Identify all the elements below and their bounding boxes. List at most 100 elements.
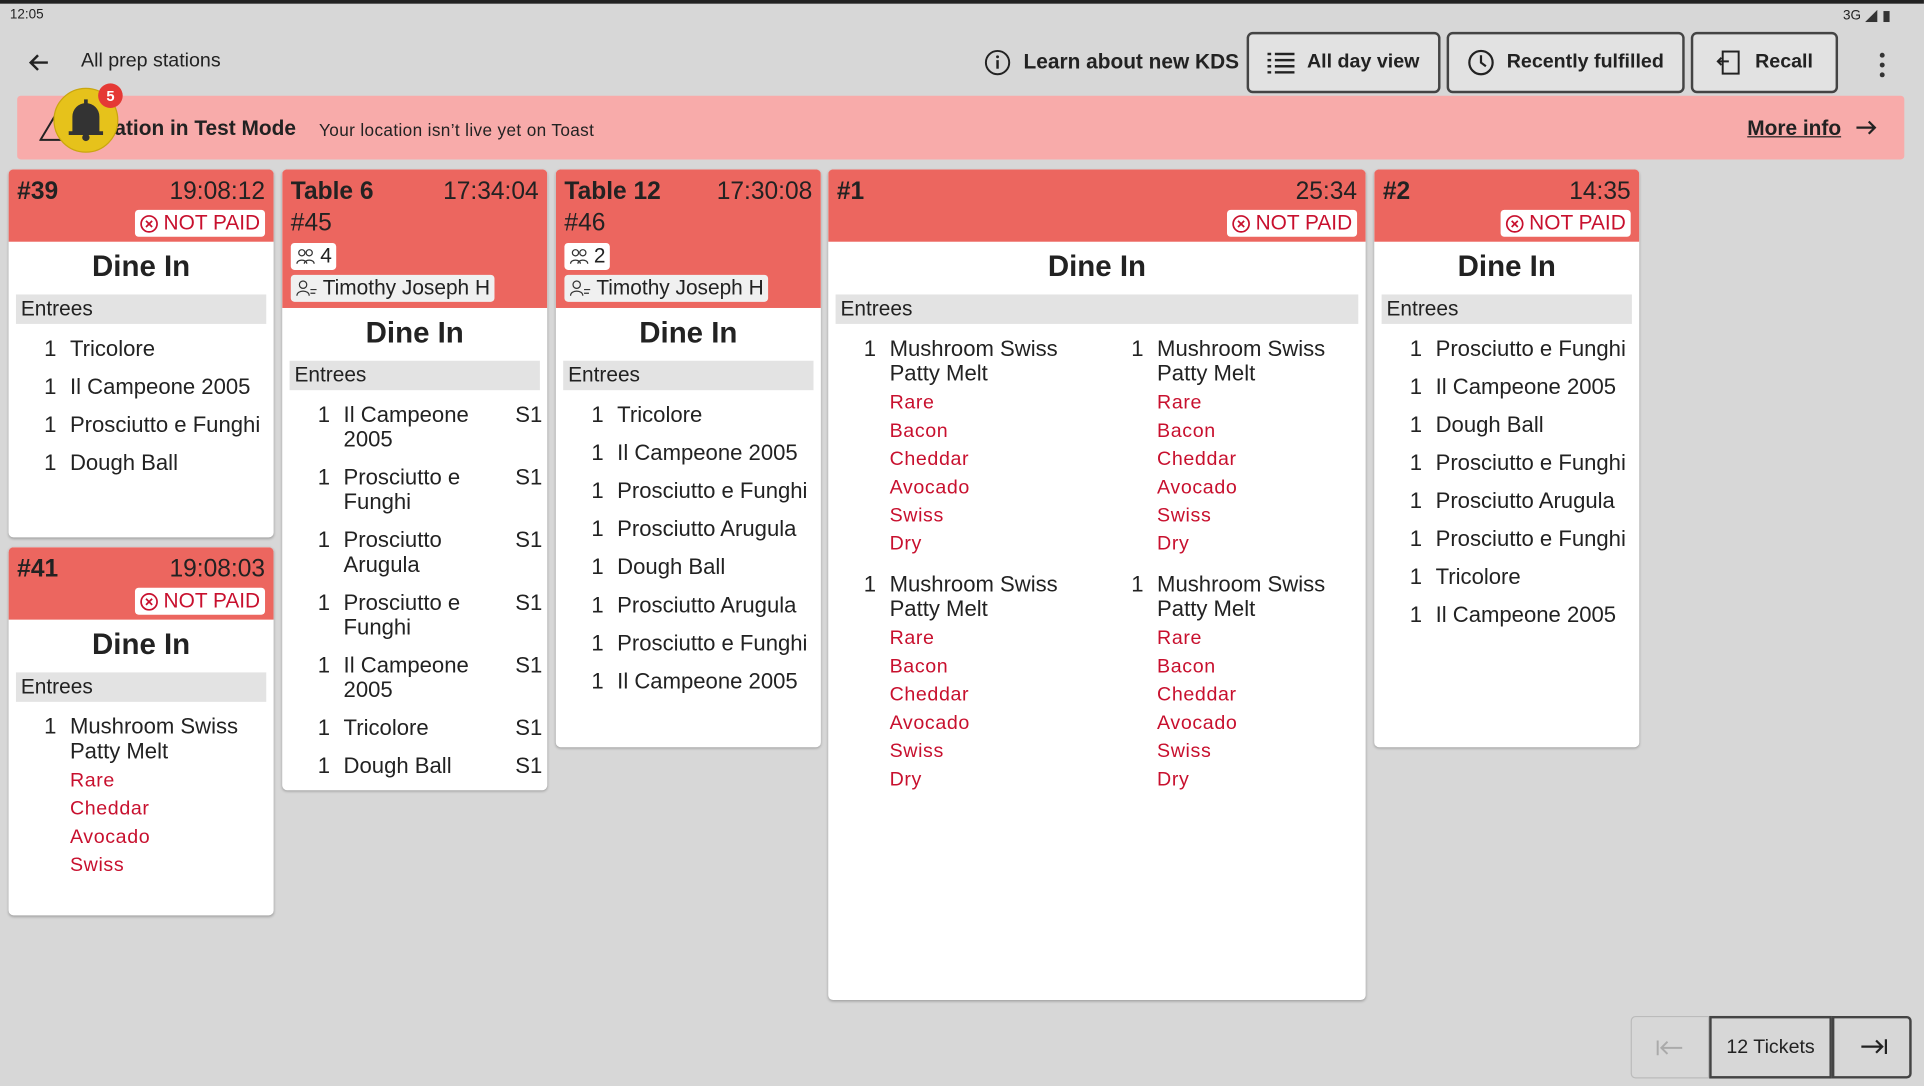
item-qty: 1 [863, 336, 877, 361]
modifier: Rare [889, 392, 935, 414]
modifiers: Rare Bacon Cheddar Avocado Swiss Dry [1144, 621, 1354, 794]
item-name: Mushroom Swiss Patty Melt [1157, 336, 1326, 386]
item-seat [809, 669, 816, 694]
more-menu[interactable] [1870, 50, 1895, 79]
item-name: Mushroom Swiss Patty Melt [1157, 571, 1326, 621]
item-qty: 1 [591, 402, 604, 427]
modifier: Dry [889, 769, 922, 791]
item-qty: 1 [317, 753, 331, 778]
back-button[interactable] [27, 50, 52, 75]
payment-status: NOT PAID [163, 211, 261, 235]
item-name: Prosciutto e Funghi [1435, 526, 1626, 551]
ticket-name: #1 [836, 177, 865, 205]
last-page-button[interactable] [1831, 1015, 1912, 1079]
recall[interactable]: Recall [1690, 31, 1839, 94]
first-page-button[interactable] [1630, 1015, 1710, 1079]
ticket-header: #2 14:35 NOT PAID [1374, 169, 1640, 242]
recently-fulfilled[interactable]: Recently fulfilled [1446, 31, 1685, 94]
modifier: Avocado [1157, 477, 1238, 499]
item-seat [261, 714, 268, 763]
item-seat [261, 336, 268, 361]
item-name: Il Campeone 2005 [1435, 374, 1617, 399]
item-name: Prosciutto e Funghi [69, 412, 261, 437]
item-seat [1627, 564, 1634, 589]
item-seat [1627, 602, 1634, 627]
label: Recall [1755, 51, 1813, 73]
item-qty: 1 [1409, 602, 1423, 627]
item: 1 Il Campeone 2005 [1379, 602, 1634, 627]
item-seat: S1 [515, 402, 543, 427]
item-seat [1353, 336, 1360, 385]
modifiers: Rare Cheddar Avocado Swiss [56, 763, 261, 880]
notification-bell[interactable]: 5 [49, 80, 130, 154]
clock: 12:05 [9, 7, 44, 23]
section-header: Entrees [563, 360, 814, 391]
item-seat [1627, 526, 1634, 551]
item-name: Prosciutto Arugula [617, 592, 797, 618]
item-list: 1 Il Campeone 2005 S1 1 Prosciutto e Funghi S… [282, 390, 547, 778]
ticket-time: 19:08:03 [169, 555, 266, 583]
item-seat: S1 [515, 715, 543, 740]
ticket-time: 25:34 [1295, 177, 1358, 205]
item-seat [809, 631, 816, 656]
section-header: Entrees [15, 294, 267, 324]
item-qty: 1 [44, 412, 57, 437]
item-qty: 1 [1131, 571, 1144, 597]
item-qty: 1 [1409, 374, 1423, 399]
guest-count: 4 [320, 244, 332, 268]
item-name: Il Campeone 2005 [343, 652, 469, 702]
item-seat [809, 402, 816, 427]
item-seat [809, 517, 816, 542]
item-qty: 1 [591, 554, 604, 580]
icon [140, 214, 159, 233]
item-name: Tricolore [69, 336, 156, 361]
item-name: Dough Ball [617, 554, 726, 580]
ticket-header: #1 25:34 NOT PAID [828, 169, 1366, 242]
item-qty: 1 [1409, 450, 1423, 475]
pill-row: NOT PAID [17, 209, 266, 237]
item-qty: 1 [1409, 412, 1423, 437]
item-qty: 1 [591, 478, 604, 504]
item: 1 Tricolore [561, 402, 816, 427]
item-name: Il Campeone 2005 [617, 440, 798, 466]
order-type: Dine In [92, 628, 191, 662]
ticket-name: Table 6 [290, 177, 374, 205]
server-pill: Timothy Joseph H [564, 274, 769, 302]
guest-count: 2 [593, 244, 606, 268]
item: 1 Mushroom Swiss Patty Melt Rare Bacon Chedd… [833, 572, 1093, 794]
more-info-link[interactable]: More info [1747, 116, 1842, 140]
ticket-name: Table 12 [564, 177, 661, 205]
learn-kds[interactable]: Learn about new KDS [982, 32, 1242, 93]
item-list: 1 Tricolore 1 Il Campeone 2005 1 Prosciutto e… [556, 390, 821, 693]
not-paid-pill: NOT PAID [1500, 209, 1631, 237]
ticket-count: 12 Tickets [1709, 1015, 1832, 1079]
item-seat [1627, 488, 1634, 513]
ticket-card: #41 19:08:03 NOT PAID Dine In Entrees 1 Mushro… [8, 547, 274, 916]
item-name: Prosciutto e Funghi [343, 465, 461, 515]
icon [569, 280, 591, 297]
item-qty: 1 [1409, 488, 1423, 513]
banner-message: Your location isn’t live yet on Toast [319, 120, 595, 140]
badge-count: 5 [106, 89, 114, 105]
item-name: Prosciutto e Funghi [343, 590, 461, 640]
icon [1232, 214, 1251, 233]
ticket-name: #39 [17, 177, 59, 205]
item-name: Tricolore [343, 715, 429, 740]
item: 1 Il Campeone 2005 [561, 440, 816, 465]
modifier: Swiss [69, 855, 125, 877]
item-qty: 1 [591, 516, 604, 542]
modifier: Cheddar [69, 798, 150, 820]
ticket-time: 17:34:04 [443, 177, 539, 205]
section-header: Entrees [1381, 294, 1632, 324]
all-day-view[interactable]: All day view [1246, 31, 1441, 94]
item-qty: 1 [1409, 336, 1423, 361]
item: 1 Mushroom Swiss Patty Melt Rare Bacon Chedd… [1101, 572, 1361, 794]
modifier: Rare [1157, 392, 1203, 414]
icon [140, 592, 159, 611]
ticket-time: 14:35 [1569, 177, 1631, 205]
server-row: Timothy Joseph H [564, 274, 812, 303]
modifiers: Rare Bacon Cheddar Avocado Swiss Dry [876, 385, 1086, 558]
item-list: 1 Tricolore 1 Il Campeone 2005 1 Prosciutto e… [9, 324, 274, 475]
item: 1 Prosciutto e Funghi [1379, 336, 1634, 361]
